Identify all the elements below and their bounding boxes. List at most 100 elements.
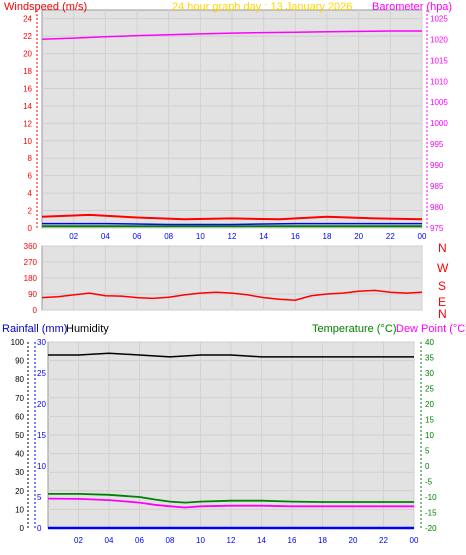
windspeed-tick-label-24: 24 [23, 15, 32, 24]
compass-label-s: S [438, 279, 446, 293]
chart-title: 24 hour graph day : 13 January 2026 [172, 1, 352, 13]
humidity-tick-label-40: 40 [15, 450, 24, 459]
temperature-tick-label-10: 10 [425, 431, 434, 440]
temp-x-tick-label-06: 06 [135, 536, 144, 545]
temperature-tick-label-5: 5 [425, 447, 430, 456]
compass-label-e: E [438, 295, 446, 309]
humidity-tick-label-70: 70 [15, 394, 24, 403]
temperature-tick-label--10: -10 [425, 493, 437, 502]
humidity-tick-label-30: 30 [15, 468, 24, 477]
wind-x-tick-label-16: 16 [291, 232, 300, 241]
rainfall-tick-label-20: 20 [37, 400, 46, 409]
wind-x-tick-label-20: 20 [354, 232, 363, 241]
temp-x-tick-label-08: 08 [166, 536, 175, 545]
temperature-line [48, 492, 414, 504]
windspeed-tick-label-8: 8 [28, 154, 33, 163]
rainfall-tick-label-0: 0 [37, 524, 42, 533]
rainfall-axis-title: Rainfall (mm) [2, 323, 67, 335]
wind-direction-line [41, 289, 423, 301]
direction-tick-label-0: 0 [33, 306, 38, 315]
grid-lines [42, 10, 423, 529]
barometer-tick-label-1025: 1025 [430, 14, 448, 23]
temp-x-tick-label-20: 20 [349, 536, 358, 545]
windspeed-tick-label-20: 20 [23, 50, 32, 59]
humidity-tick-label-50: 50 [15, 431, 24, 440]
windspeed-tick-label-10: 10 [23, 137, 32, 146]
humidity-line [48, 352, 414, 358]
wind-x-tick-label-06: 06 [133, 232, 142, 241]
temp-x-tick-label-14: 14 [257, 536, 266, 545]
barometer-axis-title: Barometer (hpa) [372, 1, 452, 13]
temperature-tick-label-20: 20 [425, 400, 434, 409]
humidity-tick-label-20: 20 [15, 487, 24, 496]
wind-x-tick-label-10: 10 [196, 232, 205, 241]
temp-x-tick-label-04: 04 [105, 536, 114, 545]
rainfall-tick-label-30: 30 [37, 338, 46, 347]
humidity-tick-label-100: 100 [11, 338, 25, 347]
windspeed-tick-label-16: 16 [23, 84, 32, 93]
wind-x-tick-label-04: 04 [101, 232, 110, 241]
temp-x-tick-label-02: 02 [74, 536, 83, 545]
humidity-tick-label-80: 80 [15, 375, 24, 384]
temp-x-tick-label-12: 12 [227, 536, 236, 545]
barometer-tick-label-1015: 1015 [430, 56, 448, 65]
barometer-tick-label-985: 985 [430, 182, 444, 191]
direction-tick-label-90: 90 [28, 290, 37, 299]
windspeed-axis-title: Windspeed (m/s) [4, 1, 87, 13]
temp-x-tick-label-22: 22 [379, 536, 388, 545]
temperature-tick-label-40: 40 [425, 338, 434, 347]
windspeed-tick-label-22: 22 [23, 32, 32, 41]
rainfall-tick-label-5: 5 [37, 493, 42, 502]
temperature-tick-label-15: 15 [425, 416, 434, 425]
direction-tick-label-360: 360 [24, 242, 38, 251]
barometer-tick-label-990: 990 [430, 161, 444, 170]
windspeed-tick-label-0: 0 [28, 224, 33, 233]
compass-label-n-top: N [438, 241, 447, 255]
temp-x-tick-label-00: 00 [410, 536, 419, 545]
temp-x-tick-label-18: 18 [318, 536, 327, 545]
dewpoint-axis-title: Dew Point (°C) [396, 323, 466, 335]
barometer-tick-label-995: 995 [430, 140, 444, 149]
barometer-tick-label-980: 980 [430, 203, 444, 212]
wind-x-tick-label-00: 00 [418, 232, 427, 241]
temperature-tick-label-30: 30 [425, 369, 434, 378]
barometer-tick-label-1010: 1010 [430, 77, 448, 86]
windspeed-tick-label-4: 4 [28, 189, 33, 198]
barometer-tick-label-975: 975 [430, 224, 444, 233]
barometer-tick-label-1020: 1020 [430, 35, 448, 44]
windspeed-tick-label-12: 12 [23, 119, 32, 128]
wind-gust-line [41, 213, 423, 221]
temp-x-tick-label-10: 10 [196, 536, 205, 545]
rainfall-tick-label-15: 15 [37, 431, 46, 440]
compass-label-w: W [437, 261, 449, 275]
barometer-line [41, 30, 422, 41]
compass-label-n-bottom: N [438, 307, 447, 321]
barometer-tick-label-1000: 1000 [430, 119, 448, 128]
rainfall-tick-label-10: 10 [37, 462, 46, 471]
temperature-tick-label-35: 35 [425, 354, 434, 363]
temperature-tick-label--5: -5 [425, 478, 433, 487]
windspeed-tick-label-18: 18 [23, 67, 32, 76]
windspeed-tick-label-2: 2 [28, 207, 33, 216]
rainfall-tick-label-25: 25 [37, 369, 46, 378]
temperature-tick-label--20: -20 [425, 524, 437, 533]
wind-x-tick-label-14: 14 [259, 232, 268, 241]
windspeed-tick-label-6: 6 [28, 172, 33, 181]
axes-ticks: 0246810121416182022249759809859909951000… [11, 10, 448, 545]
humidity-tick-label-0: 0 [20, 524, 25, 533]
direction-tick-label-270: 270 [24, 258, 38, 267]
temperature-tick-label-25: 25 [425, 385, 434, 394]
wind-x-tick-label-22: 22 [386, 232, 395, 241]
wind-x-tick-label-18: 18 [323, 232, 332, 241]
temperature-tick-label-0: 0 [425, 462, 430, 471]
barometer-tick-label-1005: 1005 [430, 98, 448, 107]
windspeed-tick-label-14: 14 [23, 102, 32, 111]
dewpoint-line [47, 497, 414, 509]
humidity-tick-label-10: 10 [15, 505, 24, 514]
wind-x-tick-label-12: 12 [228, 232, 237, 241]
temperature-axis-title: Temperature (°C) [312, 323, 396, 335]
direction-tick-label-180: 180 [24, 274, 38, 283]
humidity-tick-label-90: 90 [15, 357, 24, 366]
